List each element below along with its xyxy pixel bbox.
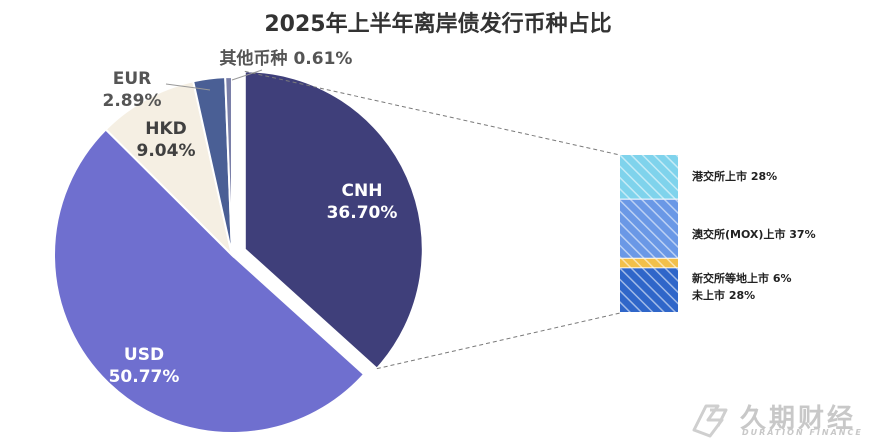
- bar-segment-hatch: [620, 258, 678, 269]
- bar-segment-hatch: [620, 268, 678, 313]
- bar-segment-label: 未上市 28%: [691, 288, 755, 302]
- slice-name-label: HKD: [145, 119, 187, 139]
- other-leader-line: [231, 69, 263, 81]
- bar-segment-label: 澳交所(MOX)上市 37%: [692, 227, 816, 241]
- slice-value-label: 36.70%: [327, 203, 398, 223]
- connector-line-top: [244, 70, 621, 156]
- slice-value-label: 50.77%: [109, 367, 180, 387]
- slice-name-label: CNH: [342, 181, 383, 201]
- pie-slice-hkd: [104, 80, 234, 259]
- slice-name-label: EUR: [113, 69, 152, 89]
- bar-segment-label: 港交所上市 28%: [692, 169, 777, 183]
- slice-name-label: USD: [124, 345, 164, 365]
- eur-leader-line: [165, 83, 211, 91]
- bar-segment-hatch: [620, 199, 678, 259]
- chart-title: 2025年上半年离岸债发行币种占比: [264, 12, 612, 37]
- connector-line-bottom: [376, 312, 621, 370]
- slice-value-label: 2.89%: [103, 91, 162, 111]
- slice-label: 其他币种 0.61%: [220, 48, 353, 69]
- bar-segment-hatch: [620, 155, 678, 200]
- bar-segment-label: 新交所等地上市 6%: [692, 271, 792, 285]
- pie-slice-usd: [53, 128, 366, 434]
- pie-slice-cnh: [243, 70, 424, 371]
- pie-slice-other: [224, 75, 233, 256]
- slice-value-label: 9.04%: [137, 141, 196, 161]
